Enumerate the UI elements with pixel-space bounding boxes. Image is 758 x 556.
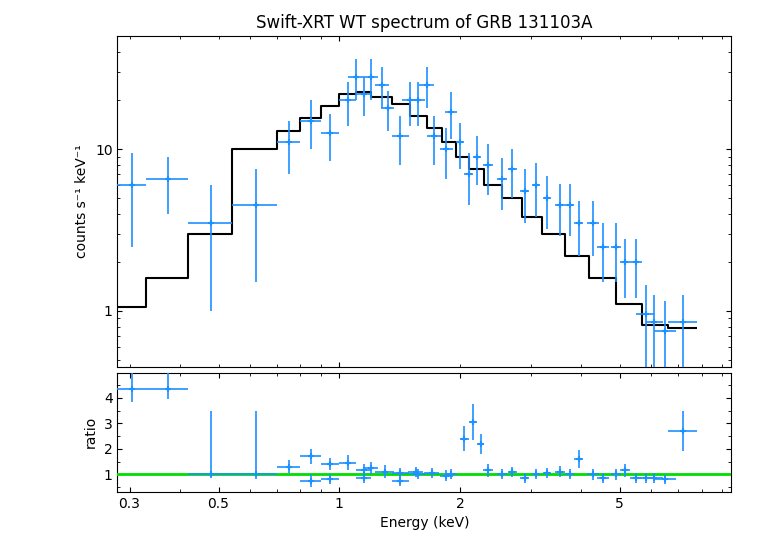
Y-axis label: counts s⁻¹ keV⁻¹: counts s⁻¹ keV⁻¹ <box>76 145 89 259</box>
Y-axis label: ratio: ratio <box>84 416 99 449</box>
Text: Swift-XRT WT spectrum of GRB 131103A: Swift-XRT WT spectrum of GRB 131103A <box>256 14 593 32</box>
X-axis label: Energy (keV): Energy (keV) <box>380 517 469 530</box>
